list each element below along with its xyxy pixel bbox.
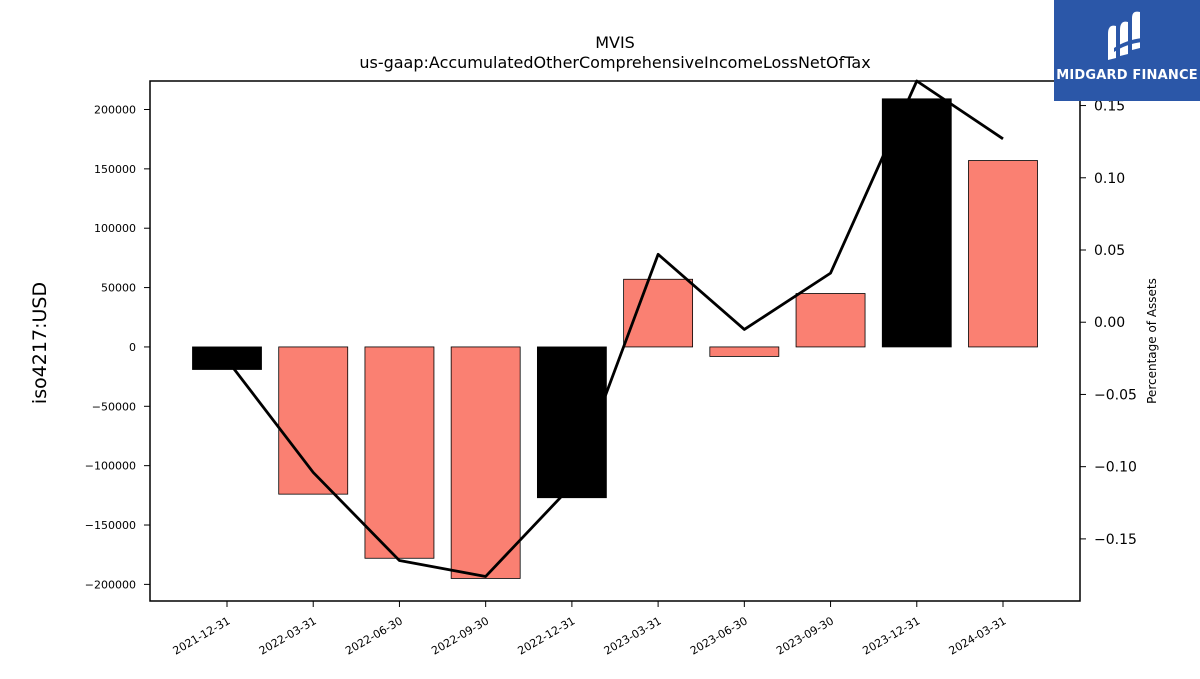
y-tick-label: 100000 [94,222,136,235]
y2-tick-label: −0.05 [1094,387,1137,403]
x-tick-label: 2022-06-30 [343,614,405,657]
y2-axis-label: Percentage of Assets [1145,278,1159,404]
y2-tick-label: −0.15 [1094,532,1137,548]
x-tick-label: 2023-12-31 [860,614,922,657]
y2-tick-label: 0.00 [1094,315,1125,331]
midgard-mi-monogram-icon [1108,11,1142,60]
chart-subtitle: us-gaap:AccumulatedOtherComprehensiveInc… [359,53,870,72]
y2-tick-label: −0.10 [1094,460,1137,476]
y-tick-label: 150000 [94,163,136,176]
y-tick-label: −150000 [85,519,136,532]
x-tick-label: 2024-03-31 [947,614,1009,657]
x-tick-label: 2022-03-31 [257,614,319,657]
bar-2022-03-31 [278,346,349,495]
y-tick-label: −50000 [92,400,136,413]
bars-layer [192,98,1038,579]
bar-2023-09-30 [795,293,866,348]
bar-2023-03-31 [623,278,694,348]
bar-2022-09-30 [450,346,521,579]
bar-2023-06-30 [709,346,780,357]
bar-2021-12-31 [192,346,262,370]
y-tick-label: 200000 [94,103,136,116]
x-tick-label: 2022-09-30 [429,614,491,657]
percentage-of-assets-line [225,79,1004,578]
plot-frame [149,80,1081,602]
percentage-line-layer [225,79,1004,578]
brand-name: MIDGARD FINANCE [1056,68,1198,83]
bar-2024-03-31 [968,160,1038,348]
bar-2022-06-30 [364,346,435,559]
x-tick-label: 2023-03-31 [602,614,664,657]
x-tick-label: 2023-06-30 [688,614,750,657]
x-tick-label: 2023-09-30 [774,614,836,657]
x-tick-label: 2021-12-31 [171,614,233,657]
bar-2023-12-31 [881,98,952,348]
y-tick-label: 50000 [101,282,136,295]
y2-tick-label: 0.15 [1094,99,1125,115]
y2-tick-label: 0.10 [1094,171,1125,187]
y-tick-label: 0 [129,341,136,354]
y-tick-label: −100000 [85,460,136,473]
brand-logo: MIDGARD FINANCE [1054,0,1200,101]
chart-title: MVIS [595,33,635,52]
y-tick-label: −200000 [85,578,136,591]
y2-tick-label: 0.05 [1094,243,1125,259]
y-axis-label: iso4217:USD [29,282,51,404]
x-tick-label: 2022-12-31 [516,614,578,657]
